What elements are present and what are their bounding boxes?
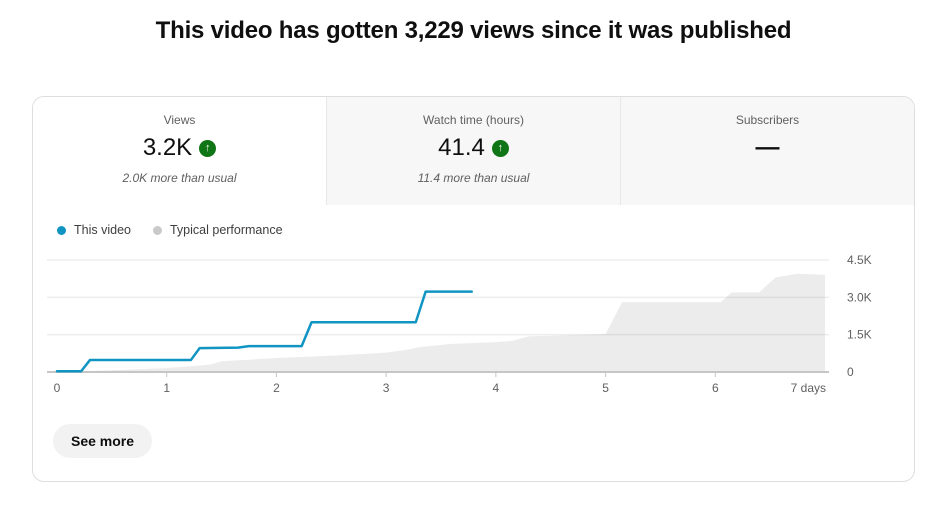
- tab-watch-time[interactable]: Watch time (hours) 41.4 ↑ 11.4 more than…: [326, 97, 620, 205]
- tab-subscribers-value: —: [755, 134, 780, 161]
- legend-typical-performance-label: Typical performance: [169, 223, 283, 237]
- tab-views-value: 3.2K: [142, 134, 193, 161]
- metric-tabs: Views 3.2K ↑ 2.0K more than usual Watch …: [33, 97, 914, 205]
- legend-this-video-label: This video: [74, 223, 131, 237]
- tab-subscribers-label: Subscribers: [735, 113, 800, 127]
- chart-canvas: 0 1 2 3 4 5 6 7 days 0 1.5K 3.0K 4.5K: [47, 253, 872, 395]
- see-more-button[interactable]: See more: [53, 424, 153, 458]
- tab-views-subtitle: 2.0K more than usual: [122, 171, 237, 185]
- page-title: This video has gotten 3,229 views since …: [155, 17, 792, 44]
- svg-text:5: 5: [602, 381, 609, 395]
- tab-views[interactable]: Views 3.2K ↑ 2.0K more than usual: [33, 97, 326, 205]
- svg-text:7 days: 7 days: [791, 381, 826, 395]
- legend-typical-performance: Typical performance: [152, 223, 283, 237]
- svg-text:4.5K: 4.5K: [847, 253, 872, 267]
- this-video-dot-icon: [57, 225, 66, 235]
- svg-text:4: 4: [493, 381, 500, 395]
- trend-up-icon: ↑: [199, 139, 217, 157]
- svg-text:1.5K: 1.5K: [847, 328, 872, 342]
- tab-subscribers[interactable]: Subscribers —: [620, 97, 914, 205]
- views-performance-chart: 0 1 2 3 4 5 6 7 days 0 1.5K 3.0K 4.5K: [33, 244, 914, 406]
- svg-text:2: 2: [273, 381, 280, 395]
- svg-text:1: 1: [163, 381, 170, 395]
- typical-performance-dot-icon: [152, 225, 162, 235]
- svg-text:0: 0: [54, 381, 61, 395]
- chart-legend: This video Typical performance: [57, 223, 283, 237]
- tab-watch-time-value: 41.4: [438, 134, 485, 161]
- svg-text:3: 3: [383, 381, 390, 395]
- tab-watch-time-subtitle: 11.4 more than usual: [417, 171, 530, 185]
- svg-text:0: 0: [847, 365, 854, 379]
- svg-text:3.0K: 3.0K: [847, 290, 872, 304]
- svg-text:6: 6: [712, 381, 719, 395]
- analytics-card: Views 3.2K ↑ 2.0K more than usual Watch …: [32, 96, 915, 482]
- legend-this-video: This video: [57, 223, 131, 237]
- tab-watch-time-label: Watch time (hours): [423, 113, 524, 127]
- trend-up-icon: ↑: [491, 139, 509, 157]
- tab-views-label: Views: [163, 113, 196, 127]
